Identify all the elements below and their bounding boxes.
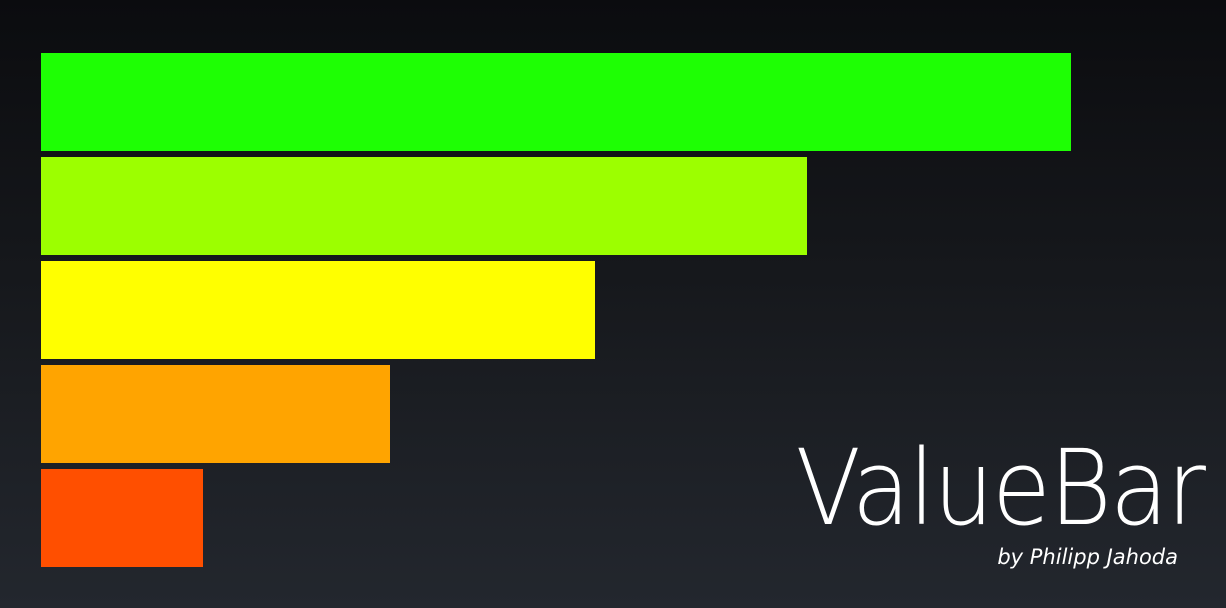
app-title: ValueBar xyxy=(795,427,1205,549)
value-bars xyxy=(41,53,1071,573)
value-bar-2 xyxy=(41,157,807,255)
title-block: ValueBar by Philipp Jahoda xyxy=(760,427,1205,570)
value-bar-1 xyxy=(41,53,1071,151)
value-bar-3 xyxy=(41,261,595,359)
value-bar-4 xyxy=(41,365,390,463)
byline: by Philipp Jahoda xyxy=(997,545,1178,569)
value-bar-5 xyxy=(41,469,203,567)
